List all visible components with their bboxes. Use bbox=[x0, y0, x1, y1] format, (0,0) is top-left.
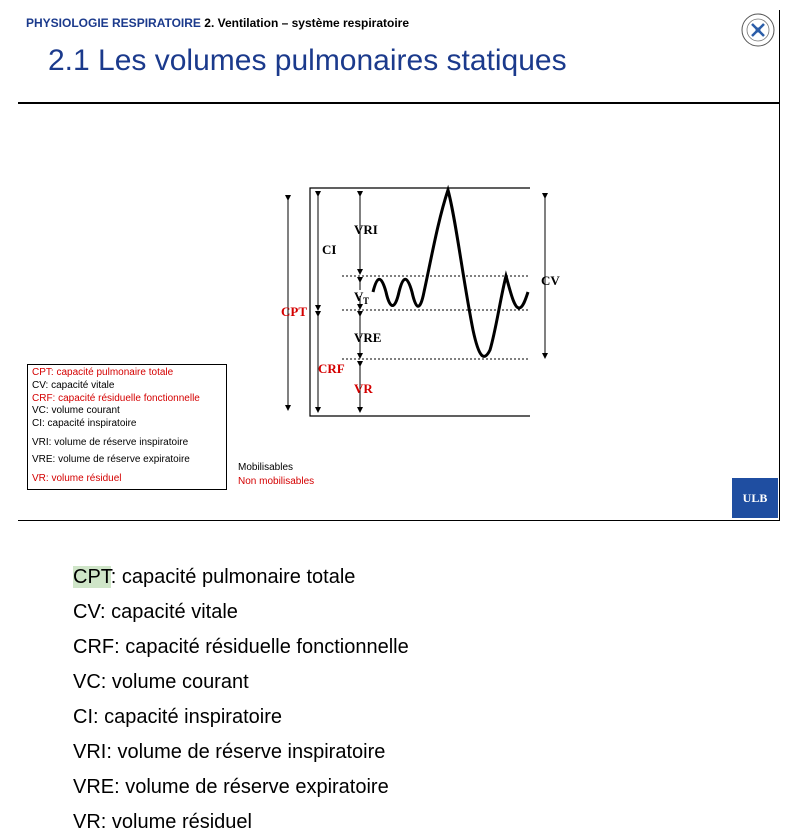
slide-header: PHYSIOLOGIE RESPIRATOIRE 2. Ventilation … bbox=[26, 16, 409, 30]
glossary-definition: : volume de réserve expiratoire bbox=[114, 776, 389, 798]
ulb-logo: ULB bbox=[732, 478, 778, 518]
lung-volume-diagram: VRI CI V T CPT VRE CRF VR CV bbox=[281, 184, 560, 417]
legend-item: CPT: capacité pulmonaire totale bbox=[32, 367, 174, 378]
legend-box: CPT: capacité pulmonaire totale CV: capa… bbox=[27, 364, 227, 490]
glossary-definition: : capacité vitale bbox=[100, 601, 238, 623]
label-vt-subscript: T bbox=[363, 296, 369, 306]
label-crf: CRF bbox=[318, 361, 345, 376]
legend-item: CRF: capacité résiduelle fonctionnelle bbox=[32, 392, 200, 404]
label-ci: CI bbox=[322, 242, 336, 257]
glossary-abbr: VRI bbox=[73, 741, 107, 763]
glossary-abbr: VR bbox=[73, 811, 101, 833]
header-chapter: 2. Ventilation – système respiratoire bbox=[204, 16, 410, 30]
slide: PHYSIOLOGIE RESPIRATOIRE 2. Ventilation … bbox=[18, 10, 780, 521]
label-vr: VR bbox=[354, 381, 373, 396]
mobilisables-note: Mobilisables bbox=[238, 462, 294, 473]
frame bbox=[309, 187, 530, 417]
legend-item: VC: volume courant bbox=[32, 405, 120, 417]
glossary-item: CPT: capacité pulmonaire totale bbox=[73, 560, 409, 595]
glossary-abbr: CI bbox=[73, 706, 93, 728]
title-divider bbox=[18, 102, 779, 104]
glossary-definition: : volume résiduel bbox=[100, 811, 252, 833]
glossary-definition: : capacité pulmonaire totale bbox=[110, 566, 356, 588]
glossary-definition: : capacité inspiratoire bbox=[93, 706, 282, 728]
glossary-item: VR: volume résiduel bbox=[73, 805, 409, 840]
university-seal-icon bbox=[741, 13, 775, 47]
slide-title: 2.1 Les volumes pulmonaires statiques bbox=[48, 44, 567, 77]
legend-item: CI: capacité inspiratoire bbox=[32, 418, 137, 430]
label-vri: VRI bbox=[354, 222, 378, 237]
glossary-item: CRF: capacité résiduelle fonctionnelle bbox=[73, 630, 409, 665]
glossary-definition: : volume de réserve inspiratoire bbox=[106, 741, 386, 763]
glossary-abbr: VC bbox=[73, 671, 101, 693]
glossary-item: VC: volume courant bbox=[73, 665, 409, 700]
legend-item: VRE: volume de réserve expiratoire bbox=[32, 453, 190, 465]
glossary-item: CV: capacité vitale bbox=[73, 595, 409, 630]
label-cpt: CPT bbox=[281, 304, 307, 319]
glossary-item: CI: capacité inspiratoire bbox=[73, 700, 409, 735]
glossary-definition: : capacité résiduelle fonctionnelle bbox=[114, 636, 409, 658]
glossary-abbr: CRF bbox=[73, 636, 115, 658]
glossary-abbr: CPT bbox=[73, 566, 111, 588]
header-course: PHYSIOLOGIE RESPIRATOIRE bbox=[26, 16, 201, 30]
glossary-list: CPT: capacité pulmonaire totale CV: capa… bbox=[73, 560, 409, 840]
glossary-abbr: VRE bbox=[73, 776, 115, 798]
glossary-item: VRI: volume de réserve inspiratoire bbox=[73, 735, 409, 770]
non-mobilisables-note: Non mobilisables bbox=[238, 476, 315, 487]
glossary-abbr: CV bbox=[73, 601, 101, 623]
spirogram-trace bbox=[371, 184, 530, 358]
label-vt: V bbox=[354, 289, 364, 304]
legend-item: VRI: volume de réserve inspiratoire bbox=[32, 436, 189, 448]
label-cv: CV bbox=[541, 273, 560, 288]
glossary-definition: : volume courant bbox=[100, 671, 249, 693]
legend-item: VR: volume résiduel bbox=[32, 472, 122, 484]
legend-item: CV: capacité vitale bbox=[32, 379, 115, 391]
label-vre: VRE bbox=[354, 330, 381, 345]
glossary-item: VRE: volume de réserve expiratoire bbox=[73, 770, 409, 805]
